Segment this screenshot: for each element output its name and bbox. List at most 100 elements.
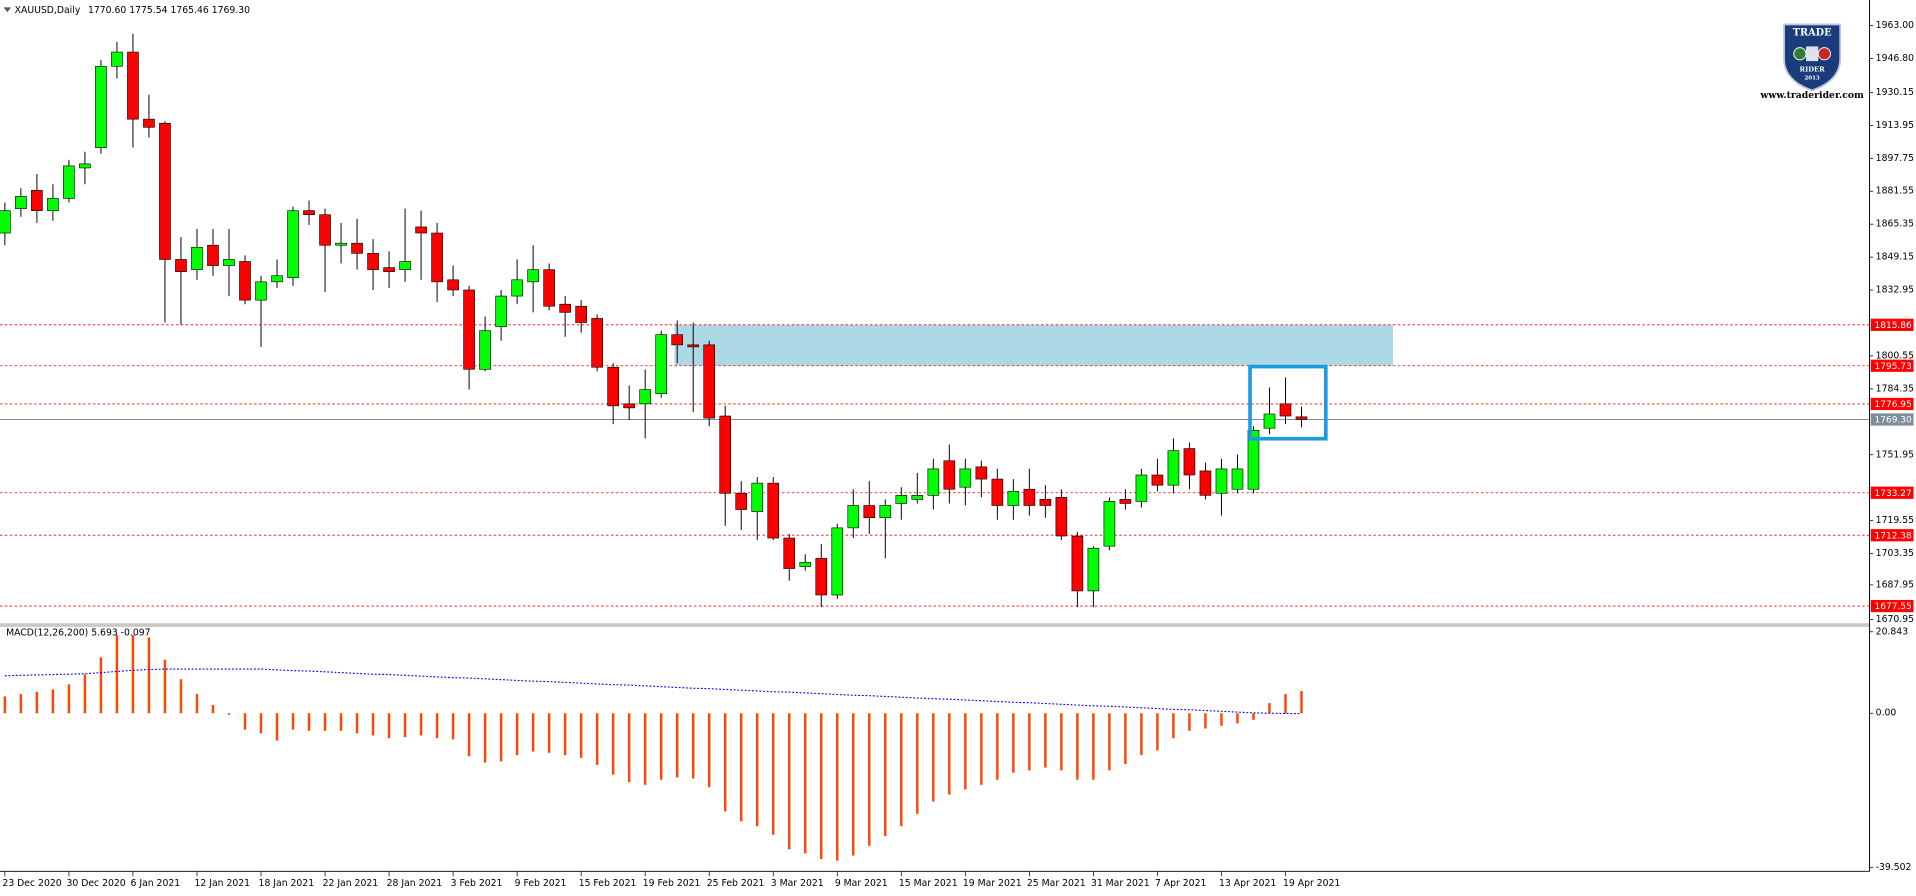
y-tick-label: 1784.35 <box>1876 383 1914 394</box>
macd-bar <box>1092 713 1095 780</box>
candle-body <box>719 415 732 494</box>
macd-bar <box>531 713 535 752</box>
level-label: 1815.86 <box>1874 321 1912 331</box>
candle-body <box>527 269 539 283</box>
macd-bar <box>1300 691 1303 714</box>
candle-body <box>479 330 491 370</box>
macd-bar <box>627 713 631 783</box>
highlight-box <box>1248 364 1328 441</box>
macd-bar <box>307 713 311 731</box>
level-label: 1733.27 <box>1874 489 1911 499</box>
candle-body <box>1295 416 1308 420</box>
candle-body <box>255 281 267 301</box>
macd-bar <box>980 713 983 785</box>
macd-bar <box>1108 713 1111 771</box>
candle-body <box>703 344 716 419</box>
candle-body <box>31 190 43 211</box>
y-tick-label: 1832.95 <box>1876 285 1914 296</box>
candle-body <box>47 198 59 211</box>
logo-text: 2013 <box>1805 76 1820 82</box>
x-tick-label: 18 Jan 2021 <box>259 878 315 889</box>
macd-bar <box>227 713 231 715</box>
macd-bar <box>1284 694 1287 714</box>
candle-body <box>495 295 507 327</box>
panel-separator <box>0 623 1870 627</box>
level-label: 1712.38 <box>1874 531 1912 541</box>
x-tick-label: 7 Apr 2021 <box>1155 878 1206 889</box>
level-label-box <box>1870 359 1914 372</box>
macd-bar <box>99 657 103 714</box>
level-label-box <box>1870 599 1914 613</box>
macd-bar <box>339 713 343 731</box>
macd-bar <box>67 684 71 714</box>
candle-body <box>319 214 331 246</box>
candle-body <box>0 210 11 234</box>
y-tick-label: 1687.95 <box>1876 579 1914 590</box>
level-label: 1776.95 <box>1874 400 1911 410</box>
candle-body <box>1263 413 1276 429</box>
macd-bar <box>403 713 407 738</box>
macd-bar <box>916 713 919 814</box>
macd-bar <box>884 713 887 837</box>
candle-body <box>1023 488 1036 506</box>
y-tick-label: 1963.00 <box>1876 20 1914 31</box>
candle-body <box>367 253 379 270</box>
y-tick-label: 1670.95 <box>1876 614 1914 625</box>
candle-body <box>991 478 1004 506</box>
macd-bar <box>643 713 647 785</box>
price-zone <box>674 324 1394 366</box>
macd-bar <box>547 713 551 753</box>
candle-body <box>623 403 635 409</box>
logo-icon <box>1793 47 1807 61</box>
level-label-box <box>1870 529 1914 542</box>
y-tick-label: 1751.95 <box>1876 449 1914 460</box>
macd-bar <box>900 713 903 827</box>
candle-body <box>863 505 876 519</box>
macd-bar <box>1140 713 1143 756</box>
x-tick-label: 9 Mar 2021 <box>835 878 888 889</box>
x-tick-label: 19 Mar 2021 <box>963 878 1022 889</box>
candle-body <box>95 65 107 148</box>
macd-bar <box>19 694 23 714</box>
candle-body <box>799 562 812 567</box>
macd-bar <box>964 713 967 790</box>
macd-bar <box>451 713 455 740</box>
macd-bar <box>707 713 711 788</box>
y-tick-label: 1881.55 <box>1876 186 1914 197</box>
macd-bar <box>756 713 759 827</box>
x-tick-label: 12 Jan 2021 <box>195 878 251 889</box>
level-label-box <box>1870 318 1914 331</box>
y-tick-label: -39.502 <box>1876 862 1912 873</box>
candle-body <box>175 259 187 272</box>
macd-bar <box>35 691 39 714</box>
candle-body <box>15 196 27 209</box>
candle-body <box>239 261 251 301</box>
candle-body <box>1231 468 1244 490</box>
macd-bar <box>1268 703 1271 714</box>
candle-body <box>1279 403 1292 417</box>
candle-body <box>559 303 571 313</box>
candle-body <box>431 232 443 283</box>
macd-bar <box>1076 713 1079 780</box>
candle-body <box>831 527 844 596</box>
macd-bar <box>1236 713 1239 724</box>
y-tick-label: 1800.55 <box>1876 350 1914 361</box>
candle-body <box>127 51 139 120</box>
candle-body <box>751 482 764 512</box>
macd-bar <box>772 713 775 835</box>
macd-bar <box>1252 713 1255 720</box>
macd-bar <box>3 696 7 714</box>
candle-body <box>335 242 347 246</box>
candle-body <box>63 165 75 199</box>
candle-body <box>815 558 828 596</box>
candle-body <box>895 495 908 504</box>
macd-bar <box>211 705 215 714</box>
x-tick-label: 15 Feb 2021 <box>579 878 637 889</box>
logo-text: TRADE <box>1793 27 1832 38</box>
candle-body <box>1039 499 1052 506</box>
macd-bar <box>323 713 327 731</box>
y-tick-label: 1703.35 <box>1876 548 1914 559</box>
candle-body <box>223 259 235 266</box>
macd-bar <box>371 713 375 736</box>
